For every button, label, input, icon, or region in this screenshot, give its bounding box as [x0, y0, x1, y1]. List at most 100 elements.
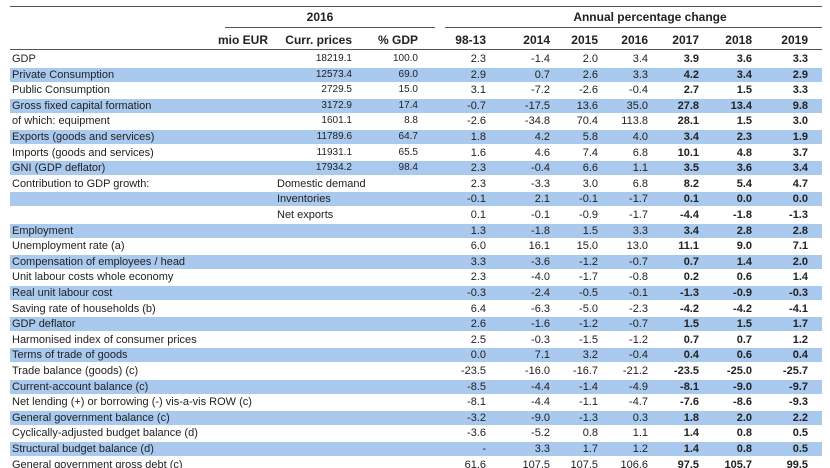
cell: 3.4 — [632, 53, 648, 65]
row-shading — [10, 442, 822, 456]
cell: 2.8 — [736, 224, 752, 237]
row-label: General government balance (c) — [12, 411, 170, 424]
cell: -2.3 — [629, 302, 648, 315]
cell: -9.7 — [789, 380, 808, 393]
column-header: mio EUR — [217, 33, 268, 47]
cell: 11789.6 — [316, 131, 352, 142]
cell: -1.1 — [579, 396, 598, 409]
cell: 3172.9 — [321, 99, 352, 111]
cell: 1.8 — [470, 131, 486, 143]
cell: 6.0 — [470, 240, 486, 253]
row-label: Contribution to GDP growth: — [12, 177, 150, 190]
cell: 2.3 — [470, 271, 486, 284]
cell: 3.7 — [792, 146, 808, 159]
cell: 0.0 — [736, 193, 752, 206]
cell: 4.0 — [632, 131, 648, 143]
cell: 15.0 — [398, 84, 418, 96]
cell: -4.4 — [531, 396, 550, 409]
cell: -3.6 — [531, 255, 550, 268]
cell: 2.3 — [470, 162, 486, 175]
cell: 1.4 — [683, 443, 699, 455]
cell: 3.3 — [632, 68, 648, 81]
cell: 18219.1 — [315, 53, 352, 64]
cell: 1.1 — [632, 162, 648, 175]
cell: 1.5 — [736, 115, 752, 128]
cell: 3.6 — [736, 162, 752, 175]
cell: - — [482, 443, 486, 455]
cell: -0.1 — [579, 193, 598, 206]
column-header: 98-13 — [455, 33, 486, 47]
cell: 1.9 — [792, 131, 808, 143]
cell: 0.2 — [683, 271, 699, 284]
row-sublabel: Domestic demand — [277, 177, 366, 190]
cell: 107.5 — [522, 458, 550, 468]
cell: -1.2 — [579, 318, 598, 331]
header-rule — [445, 27, 822, 28]
cell: 3.2 — [582, 349, 598, 362]
cell: 9.0 — [736, 240, 752, 253]
row-label: Gross fixed capital formation — [12, 99, 152, 112]
row-label: Harmonised index of consumer prices — [12, 333, 197, 346]
row-label: GDP deflator — [12, 318, 76, 331]
cell: -0.7 — [467, 99, 486, 112]
row-shading — [10, 161, 822, 176]
cell: -7.6 — [680, 396, 699, 409]
row-label: Net lending (+) or borrowing (-) vis-a-v… — [12, 396, 252, 409]
cell: -4.0 — [531, 271, 550, 284]
cell: 0.6 — [736, 349, 752, 362]
cell: 3.3 — [470, 255, 486, 268]
cell: 0.5 — [792, 443, 808, 455]
row-shading — [10, 317, 822, 332]
cell: 3.4 — [683, 224, 699, 237]
cell: 2.8 — [792, 224, 808, 237]
cell: -0.1 — [629, 287, 648, 299]
cell: 65.5 — [398, 146, 418, 158]
cell: 7.1 — [534, 349, 550, 362]
year-header: 2016 — [306, 10, 334, 24]
cell: -4.2 — [733, 302, 752, 315]
cell: -1.8 — [531, 224, 550, 237]
cell: -1.2 — [629, 333, 648, 346]
row-label: Saving rate of households (b) — [12, 302, 156, 315]
cell: 3.0 — [582, 177, 598, 190]
row-label: Private Consumption — [12, 68, 115, 81]
cell: -0.7 — [629, 318, 648, 331]
cell: -0.4 — [531, 162, 550, 175]
cell: 35.0 — [626, 99, 648, 112]
cell: 2729.5 — [321, 84, 352, 96]
cell: 0.7 — [683, 255, 699, 268]
row-label: Trade balance (goods) (c) — [12, 365, 139, 377]
cell: 8.2 — [683, 177, 699, 190]
cell: 6.4 — [470, 302, 486, 315]
cell: 4.6 — [534, 146, 550, 159]
cell: 3.3 — [534, 443, 550, 455]
cell: -3.2 — [467, 411, 486, 424]
cell: 1.4 — [683, 427, 699, 440]
cell: 0.8 — [736, 443, 752, 455]
row-label: Current-account balance (c) — [12, 380, 149, 393]
cell: -1.2 — [579, 255, 598, 268]
cell: 5.8 — [582, 131, 598, 143]
cell: -0.4 — [629, 349, 648, 362]
cell: 17934.2 — [315, 162, 352, 174]
cell: 6.8 — [632, 146, 648, 159]
cell: 113.8 — [621, 115, 648, 128]
header-rule — [10, 49, 822, 50]
cell: -23.5 — [460, 365, 486, 377]
cell: -6.3 — [531, 302, 550, 315]
cell: -0.7 — [629, 255, 648, 268]
cell: 3.3 — [792, 53, 808, 65]
column-header: 2017 — [672, 33, 699, 47]
cell: 1.5 — [736, 84, 752, 97]
cell: -3.6 — [467, 427, 486, 440]
cell: -34.8 — [524, 115, 550, 128]
cell: 28.1 — [677, 115, 699, 128]
cell: -0.3 — [531, 333, 550, 346]
cell: -25.0 — [726, 365, 752, 377]
cell: -25.7 — [782, 365, 808, 377]
cell: -4.4 — [531, 380, 550, 393]
cell: 16.1 — [528, 240, 550, 253]
cell: 1.3 — [470, 224, 486, 237]
cell: -0.3 — [467, 287, 486, 299]
cell: 2.0 — [736, 411, 752, 424]
